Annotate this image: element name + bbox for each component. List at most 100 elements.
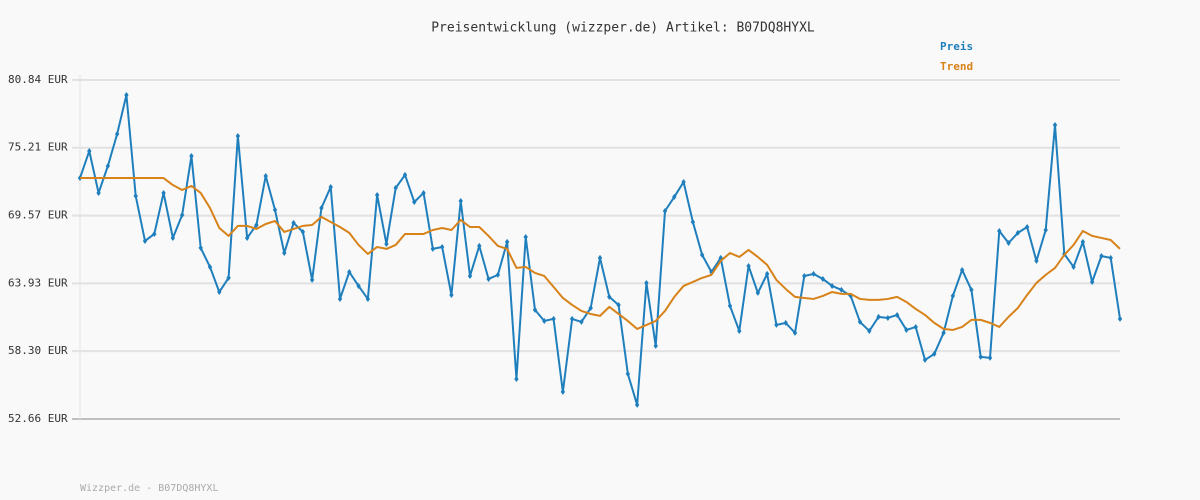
point [737, 327, 742, 334]
point [1024, 224, 1030, 231]
point [1089, 278, 1095, 285]
point [653, 342, 658, 349]
point [904, 326, 909, 333]
point [1052, 121, 1058, 128]
point [885, 314, 891, 321]
point [458, 198, 463, 205]
point [1071, 263, 1076, 270]
point [449, 291, 454, 298]
point [681, 179, 686, 186]
point [987, 354, 993, 361]
point [421, 189, 426, 196]
point [1015, 229, 1021, 236]
point [1006, 240, 1011, 247]
point [542, 317, 547, 324]
point [254, 221, 259, 228]
point [226, 274, 231, 281]
point [746, 262, 751, 269]
point [198, 244, 203, 251]
point [913, 323, 918, 330]
point [932, 350, 937, 357]
point [152, 230, 157, 237]
point [532, 306, 538, 313]
point [514, 375, 519, 382]
point [96, 189, 101, 196]
point [634, 401, 640, 408]
point [477, 242, 482, 249]
point [774, 321, 779, 328]
point [263, 172, 268, 179]
point [142, 237, 148, 244]
point [244, 234, 250, 241]
y-tick-label: 52.66 EUR [8, 412, 68, 425]
point [560, 388, 566, 395]
point [207, 263, 213, 270]
point [365, 295, 371, 302]
point [894, 311, 900, 318]
y-tick-label: 75.21 EUR [8, 141, 68, 154]
point [282, 249, 287, 256]
y-tick-label: 80.84 EUR [8, 73, 68, 86]
point [114, 131, 120, 138]
point [690, 218, 696, 225]
point [272, 206, 278, 213]
point [87, 147, 92, 154]
point [412, 198, 417, 205]
point [876, 313, 881, 320]
point [616, 301, 621, 308]
point [170, 234, 176, 241]
point [402, 171, 408, 178]
point [597, 254, 603, 261]
point [848, 292, 853, 299]
point [969, 286, 974, 293]
point [829, 282, 835, 289]
legend-label: Preis [940, 40, 973, 53]
point [319, 204, 324, 211]
point [867, 327, 872, 334]
point [161, 189, 166, 196]
point [486, 275, 491, 282]
point [133, 192, 138, 199]
point [625, 370, 631, 377]
point [1099, 252, 1104, 259]
point [699, 251, 705, 258]
point [727, 302, 733, 309]
point [467, 272, 473, 279]
point [950, 292, 956, 299]
point [718, 254, 723, 261]
y-tick-label: 63.93 EUR [8, 276, 68, 289]
point [189, 153, 194, 160]
point [356, 282, 361, 289]
point [384, 240, 389, 247]
point [922, 356, 928, 363]
point [1034, 257, 1039, 264]
point [644, 279, 649, 286]
point [569, 315, 575, 322]
point [607, 293, 612, 300]
y-tick-label: 58.30 EUR [8, 344, 68, 357]
point [1108, 254, 1113, 261]
point [300, 228, 306, 235]
legend-label: Trend [940, 60, 973, 73]
point [235, 132, 241, 139]
point [179, 211, 185, 218]
point [941, 329, 946, 336]
point [588, 304, 593, 311]
point [783, 319, 788, 326]
point [579, 318, 584, 325]
point [839, 286, 844, 293]
point [1117, 315, 1123, 322]
point [978, 353, 983, 360]
point [328, 183, 333, 190]
point [495, 271, 501, 278]
point [504, 238, 510, 245]
point [997, 227, 1002, 234]
chart-title: Preisentwicklung (wizzper.de) Artikel: B… [431, 21, 815, 36]
point [802, 272, 807, 279]
point [551, 315, 556, 322]
point [523, 233, 528, 240]
point [764, 270, 770, 277]
point [439, 243, 445, 250]
